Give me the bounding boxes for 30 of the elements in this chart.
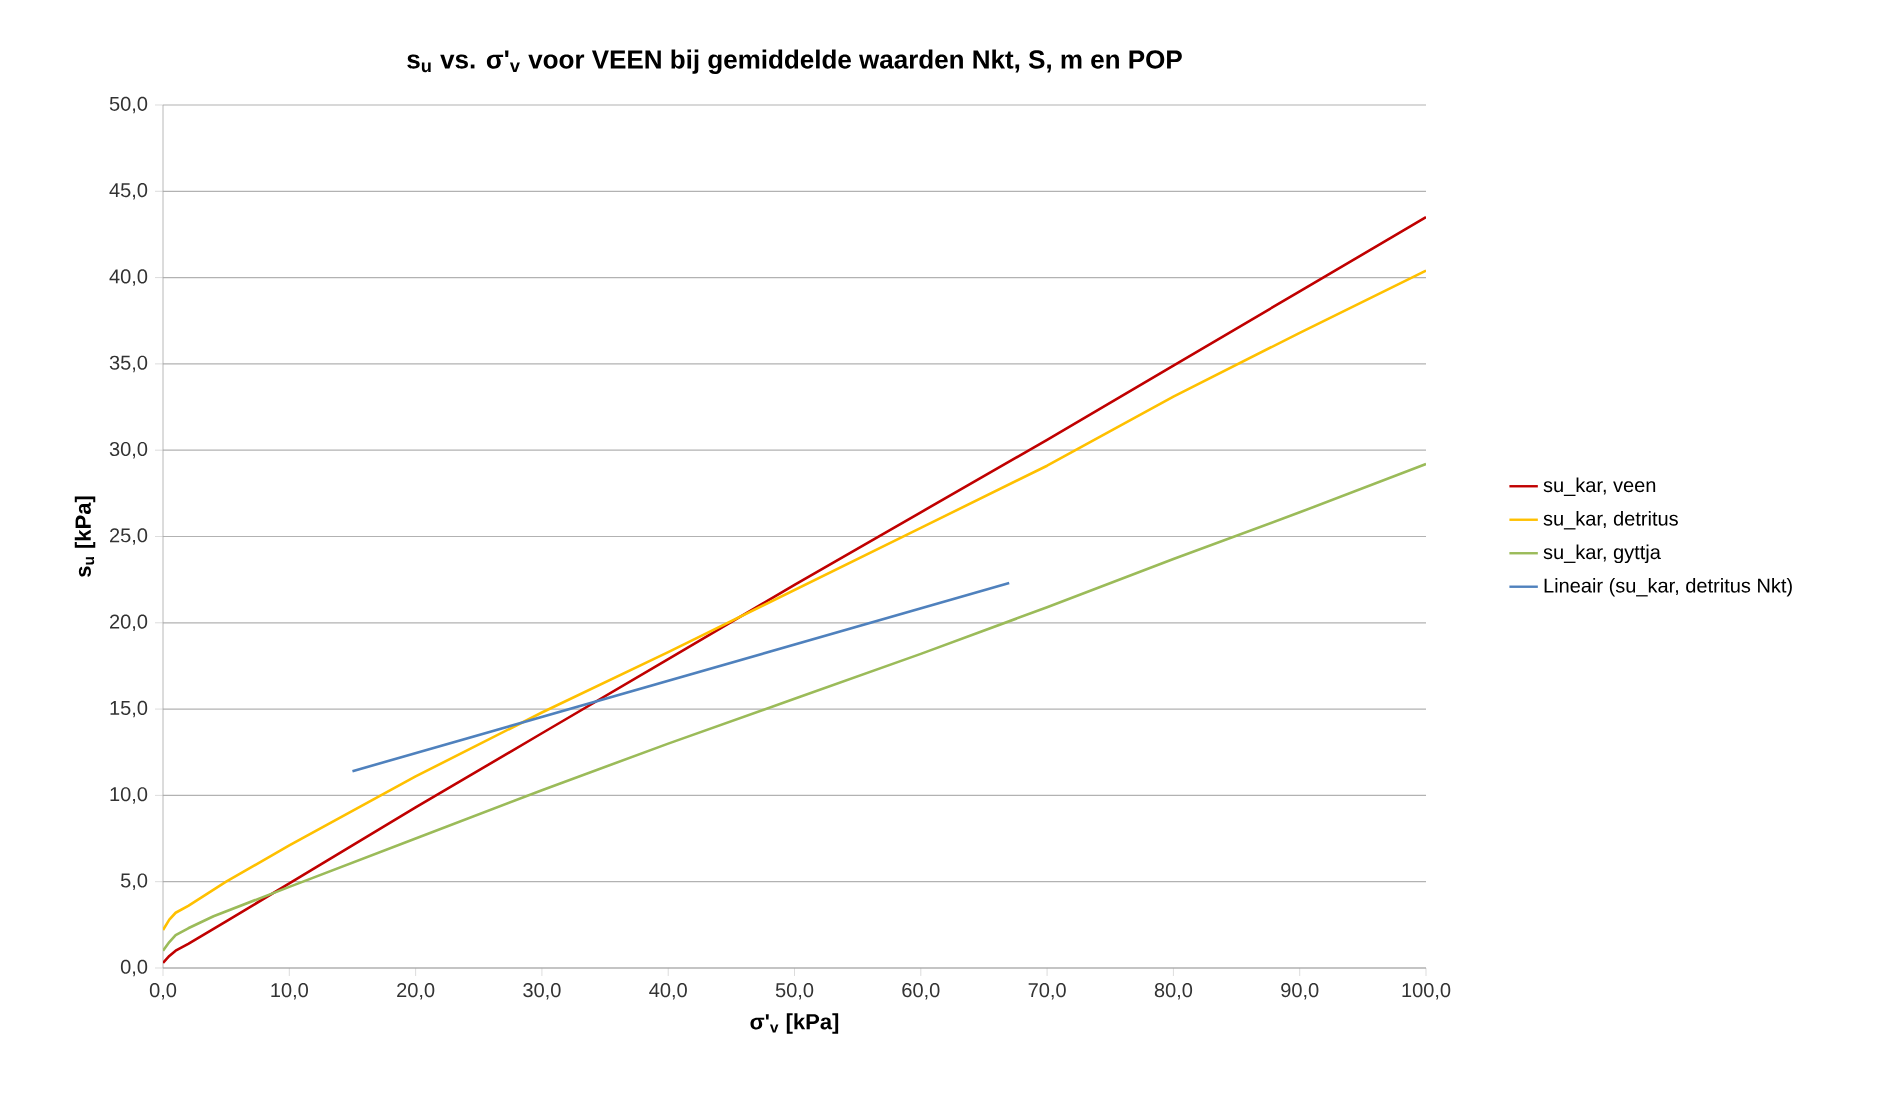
y-tick-label: 50,0 [109, 96, 148, 114]
y-tick-label: 5,0 [120, 873, 148, 890]
x-tick-label: 60,0 [902, 983, 940, 1000]
legend-label: su_kar, gyttja [1543, 544, 1661, 564]
x-tick-label: 100,0 [1402, 983, 1451, 1000]
x-tick-label: 10,0 [271, 983, 308, 1000]
line-series [163, 462, 1427, 953]
x-tick-label: 90,0 [1281, 983, 1319, 1000]
y-tick-label: 45,0 [109, 183, 148, 200]
y-tick-label: 0,0 [120, 959, 148, 977]
x-tick-label: 40,0 [649, 983, 687, 1000]
x-tick-label: 50,0 [775, 983, 814, 1000]
y-axis-title: s$_{u}$ [kPa] [74, 496, 96, 577]
x-tick-label: 0,0 [149, 983, 177, 1000]
y-tick-label: 35,0 [109, 355, 148, 373]
x-axis-title: σ'$_{v}$ [kPa] [750, 1013, 839, 1034]
y-tick-label: 10,0 [110, 787, 148, 804]
legend-label: su_kar, veen [1543, 477, 1656, 496]
x-tick-label: 70,0 [1028, 983, 1066, 1000]
x-tick-label: 20,0 [397, 983, 435, 1000]
legend-label: Lineair (su_kar, detritus Nkt) [1544, 577, 1792, 597]
legend-label: su_kar, detritus [1543, 510, 1678, 530]
x-tick-label: 80,0 [1154, 983, 1193, 1000]
y-tick-label: 25,0 [110, 528, 148, 545]
y-tick-label: 15,0 [110, 700, 148, 718]
y-tick-label: 40,0 [109, 269, 148, 286]
y-tick-label: 30,0 [109, 441, 148, 459]
chart-title: s$_{u}$ vs. σ'$_{v}$ voor VEEN bij gemiddelde waarden Nkt, S, m en POP [407, 49, 1182, 74]
y-tick-label: 20,0 [110, 614, 148, 632]
x-tick-label: 30,0 [523, 983, 561, 1000]
